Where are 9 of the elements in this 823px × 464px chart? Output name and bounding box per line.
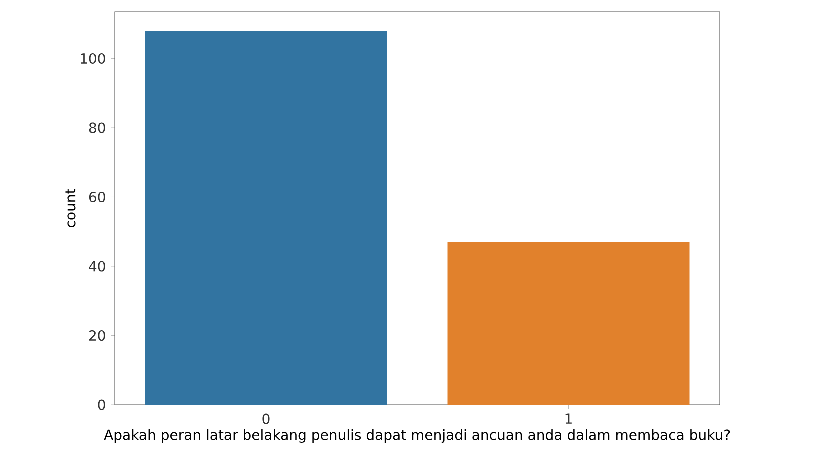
y-axis-title: count (66, 189, 76, 228)
y-tick-label: 40 (89, 261, 106, 272)
y-tick-label: 20 (90, 330, 106, 342)
y-tick-label: 100 (81, 53, 106, 64)
y-tick-label: 80 (89, 122, 106, 134)
y-tick-label: 0 (98, 400, 106, 410)
y-tick-label: 60 (89, 192, 106, 203)
x-axis-title: Apakah peran latar belakang penulis dapat menjadi ancuan anda dalam membaca buku? (104, 429, 730, 443)
x-tick-label: 1 (566, 414, 572, 424)
